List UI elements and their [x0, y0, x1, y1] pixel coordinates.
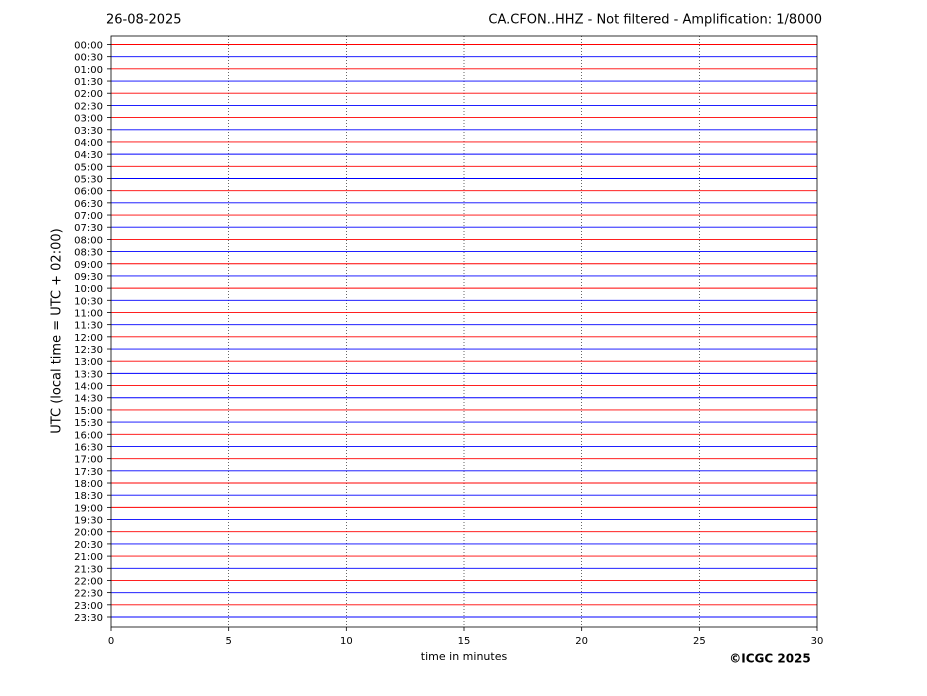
- y-tick-label: 22:30: [74, 589, 103, 600]
- y-tick-label: 02:30: [74, 101, 103, 112]
- y-tick-label: 01:30: [74, 77, 103, 88]
- x-tick-label: 25: [693, 636, 706, 647]
- y-tick-label: 00:30: [74, 53, 103, 64]
- y-tick-label: 07:30: [74, 223, 103, 234]
- y-tick-label: 14:00: [74, 382, 103, 393]
- y-tick-label: 23:30: [74, 613, 103, 624]
- y-tick-label: 11:30: [74, 321, 103, 332]
- y-tick-label: 11:00: [74, 308, 103, 319]
- y-tick-label: 20:00: [74, 528, 103, 539]
- y-tick-label: 12:00: [74, 333, 103, 344]
- x-tick-label: 0: [108, 636, 114, 647]
- y-tick-label: 19:00: [74, 503, 103, 514]
- chart-title: CA.CFON..HHZ - Not filtered - Amplificat…: [488, 13, 822, 28]
- y-tick-label: 03:00: [74, 114, 103, 125]
- x-axis-label: time in minutes: [421, 650, 508, 663]
- y-tick-label: 00:00: [74, 41, 103, 52]
- y-tick-label: 13:00: [74, 357, 103, 368]
- y-tick-label: 13:30: [74, 369, 103, 380]
- date: 26-08-2025: [106, 13, 182, 28]
- y-tick-label: 10:00: [74, 284, 103, 295]
- y-tick-label: 02:00: [74, 89, 103, 100]
- y-tick-label: 08:00: [74, 235, 103, 246]
- x-tick-label: 15: [458, 636, 471, 647]
- y-tick-label: 20:30: [74, 540, 103, 551]
- y-tick-label: 15:30: [74, 418, 103, 429]
- y-tick-label: 18:30: [74, 491, 103, 502]
- y-tick-label: 04:00: [74, 138, 103, 149]
- y-tick-label: 09:00: [74, 260, 103, 271]
- y-tick-label: 21:30: [74, 564, 103, 575]
- copyright: ©ICGC 2025: [729, 652, 811, 666]
- y-tick-label: 07:00: [74, 211, 103, 222]
- y-tick-label: 10:30: [74, 296, 103, 307]
- y-tick-label: 21:00: [74, 552, 103, 563]
- y-tick-label: 14:30: [74, 394, 103, 405]
- y-tick-label: 05:00: [74, 162, 103, 173]
- y-tick-label: 09:30: [74, 272, 103, 283]
- y-tick-label: 18:00: [74, 479, 103, 490]
- y-tick-label: 01:00: [74, 65, 103, 76]
- y-tick-label: 06:30: [74, 199, 103, 210]
- x-tick-label: 10: [340, 636, 353, 647]
- x-tick-label: 30: [811, 636, 824, 647]
- y-tick-label: 03:30: [74, 126, 103, 137]
- y-tick-label: 23:00: [74, 601, 103, 612]
- y-tick-label: 08:30: [74, 248, 103, 259]
- y-tick-label: 19:30: [74, 516, 103, 527]
- y-tick-label: 12:30: [74, 345, 103, 356]
- y-tick-label: 16:00: [74, 430, 103, 441]
- y-tick-label: 17:00: [74, 455, 103, 466]
- y-axis-label: UTC (local time = UTC + 02:00): [50, 228, 65, 433]
- y-tick-label: 22:00: [74, 576, 103, 587]
- y-tick-label: 17:30: [74, 467, 103, 478]
- x-tick-label: 5: [225, 636, 231, 647]
- y-tick-label: 06:00: [74, 187, 103, 198]
- plot-frame: [110, 35, 818, 628]
- y-tick-label: 05:30: [74, 174, 103, 185]
- y-tick-label: 16:30: [74, 442, 103, 453]
- y-tick-label: 04:30: [74, 150, 103, 161]
- x-tick-label: 20: [575, 636, 588, 647]
- y-tick-label: 15:00: [74, 406, 103, 417]
